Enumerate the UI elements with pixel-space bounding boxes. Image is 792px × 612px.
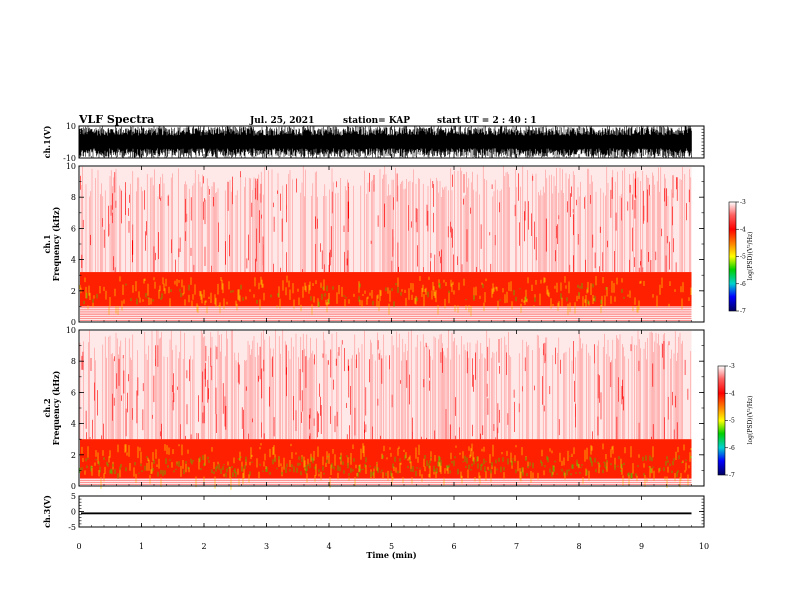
y-tick-label: 10 xyxy=(66,122,76,131)
x-tick-label: 0 xyxy=(76,542,81,551)
y-tick-label: 2 xyxy=(71,451,76,460)
y-axis-label: Frequency (kHz) xyxy=(51,370,61,445)
x-tick-label: 2 xyxy=(201,542,206,551)
y-axis-label: ch.2 xyxy=(42,398,52,417)
figure-title: VLF Spectra xyxy=(78,113,154,126)
y-tick-label: 2 xyxy=(71,287,76,296)
colorbar-tick-label: -6 xyxy=(729,445,735,452)
x-tick-label: 4 xyxy=(326,542,331,551)
colorbar-ch1-scale xyxy=(728,201,737,312)
x-tick-label: 8 xyxy=(576,542,581,551)
colorbar-ch2-scale xyxy=(717,365,726,476)
colorbar-ch1: -3 -4 -5 -6 -7 log(PSD)(V²/Hz) xyxy=(728,199,754,315)
colorbar-tick-label: -7 xyxy=(729,472,735,479)
x-tick-label: 6 xyxy=(451,542,456,551)
y-tick-label: 4 xyxy=(71,420,76,429)
time-axis: 0 1 2 3 4 5 6 7 8 9 10 Time (min) xyxy=(76,542,709,560)
colorbar-tick-label: -5 xyxy=(740,254,746,261)
spectrogram-band-green xyxy=(83,283,625,308)
plot-frame xyxy=(78,329,705,487)
y-axis-label: ch.1 xyxy=(42,234,52,253)
spectrogram-streaks xyxy=(80,171,690,273)
y-axis-label: Frequency (kHz) xyxy=(51,206,61,281)
y-tick-label: 8 xyxy=(71,193,76,202)
plot-frame xyxy=(78,125,705,159)
spectrogram-band-yellow xyxy=(81,443,692,490)
x-tick-label: 3 xyxy=(264,542,269,551)
x-tick-label: 7 xyxy=(514,542,519,551)
waveform-ch3-trace xyxy=(81,512,692,515)
y-axis-label: ch.1(V) xyxy=(42,125,52,158)
plot-frame xyxy=(78,495,705,528)
colorbar-tick-label: -7 xyxy=(740,308,746,315)
x-tick-label: 5 xyxy=(389,542,394,551)
colorbar-ch2: -3 -4 -5 -6 -7 log(PSD)(V²/Hz) xyxy=(717,363,754,479)
waveform-ch3-panel: 5 0 -5 ch.3(V) xyxy=(42,492,705,532)
colorbar-ch2-label: log(PSD)(V²/Hz) xyxy=(747,396,754,445)
spectrogram-band xyxy=(80,439,692,479)
station-label: station= KAP xyxy=(343,116,410,126)
x-tick-label: 9 xyxy=(639,542,644,551)
y-tick-label: 0 xyxy=(71,318,76,327)
y-tick-label: 10 xyxy=(66,162,76,171)
colorbar-tick-label: -3 xyxy=(740,199,746,206)
y-axis-label: ch.3(V) xyxy=(42,495,52,528)
y-tick-label: 0 xyxy=(71,508,76,517)
spectrogram-lowfreq-lines xyxy=(80,478,692,485)
spectrogram-streaks xyxy=(81,339,689,440)
colorbar-tick-label: -5 xyxy=(729,418,735,425)
x-tick-label: 1 xyxy=(139,542,144,551)
spectrogram-ch1-panel: 0 2 4 6 8 10 ch.1 Frequency (kHz) xyxy=(42,162,705,327)
y-tick-label: 6 xyxy=(71,388,76,397)
y-tick-label: -5 xyxy=(68,523,76,532)
colorbar-tick-label: -4 xyxy=(740,226,746,233)
plot-frame xyxy=(78,165,705,323)
y-tick-label: 4 xyxy=(71,256,76,265)
y-tick-label: 8 xyxy=(71,357,76,366)
colorbar-tick-label: -3 xyxy=(729,363,735,370)
spectrogram-lowfreq-lines xyxy=(80,307,692,321)
colorbar-ch1-label: log(PSD)(V²/Hz) xyxy=(747,232,754,281)
date-label: Jul. 25, 2021 xyxy=(249,116,314,126)
x-axis-label: Time (min) xyxy=(366,550,416,560)
x-tick-label: 10 xyxy=(699,542,709,551)
spectrogram-band-yellow xyxy=(79,275,692,316)
colorbar-tick-label: -4 xyxy=(729,390,735,397)
y-tick-label: -10 xyxy=(63,154,76,163)
y-tick-label: 0 xyxy=(71,482,76,491)
y-tick-label: 6 xyxy=(71,224,76,233)
spectrogram-ch2-panel: 0 2 4 6 8 10 ch.2 Frequency (kHz) xyxy=(42,326,705,491)
waveform-ch1-panel: 10 -10 ch.1(V) xyxy=(42,122,705,163)
colorbar-tick-label: -6 xyxy=(740,281,746,288)
waveform-ch1-trace xyxy=(78,126,692,158)
y-tick-label: 5 xyxy=(71,492,76,501)
y-tick-label: 10 xyxy=(66,326,76,335)
start-time-label: start UT = 2 : 40 : 1 xyxy=(437,116,537,126)
